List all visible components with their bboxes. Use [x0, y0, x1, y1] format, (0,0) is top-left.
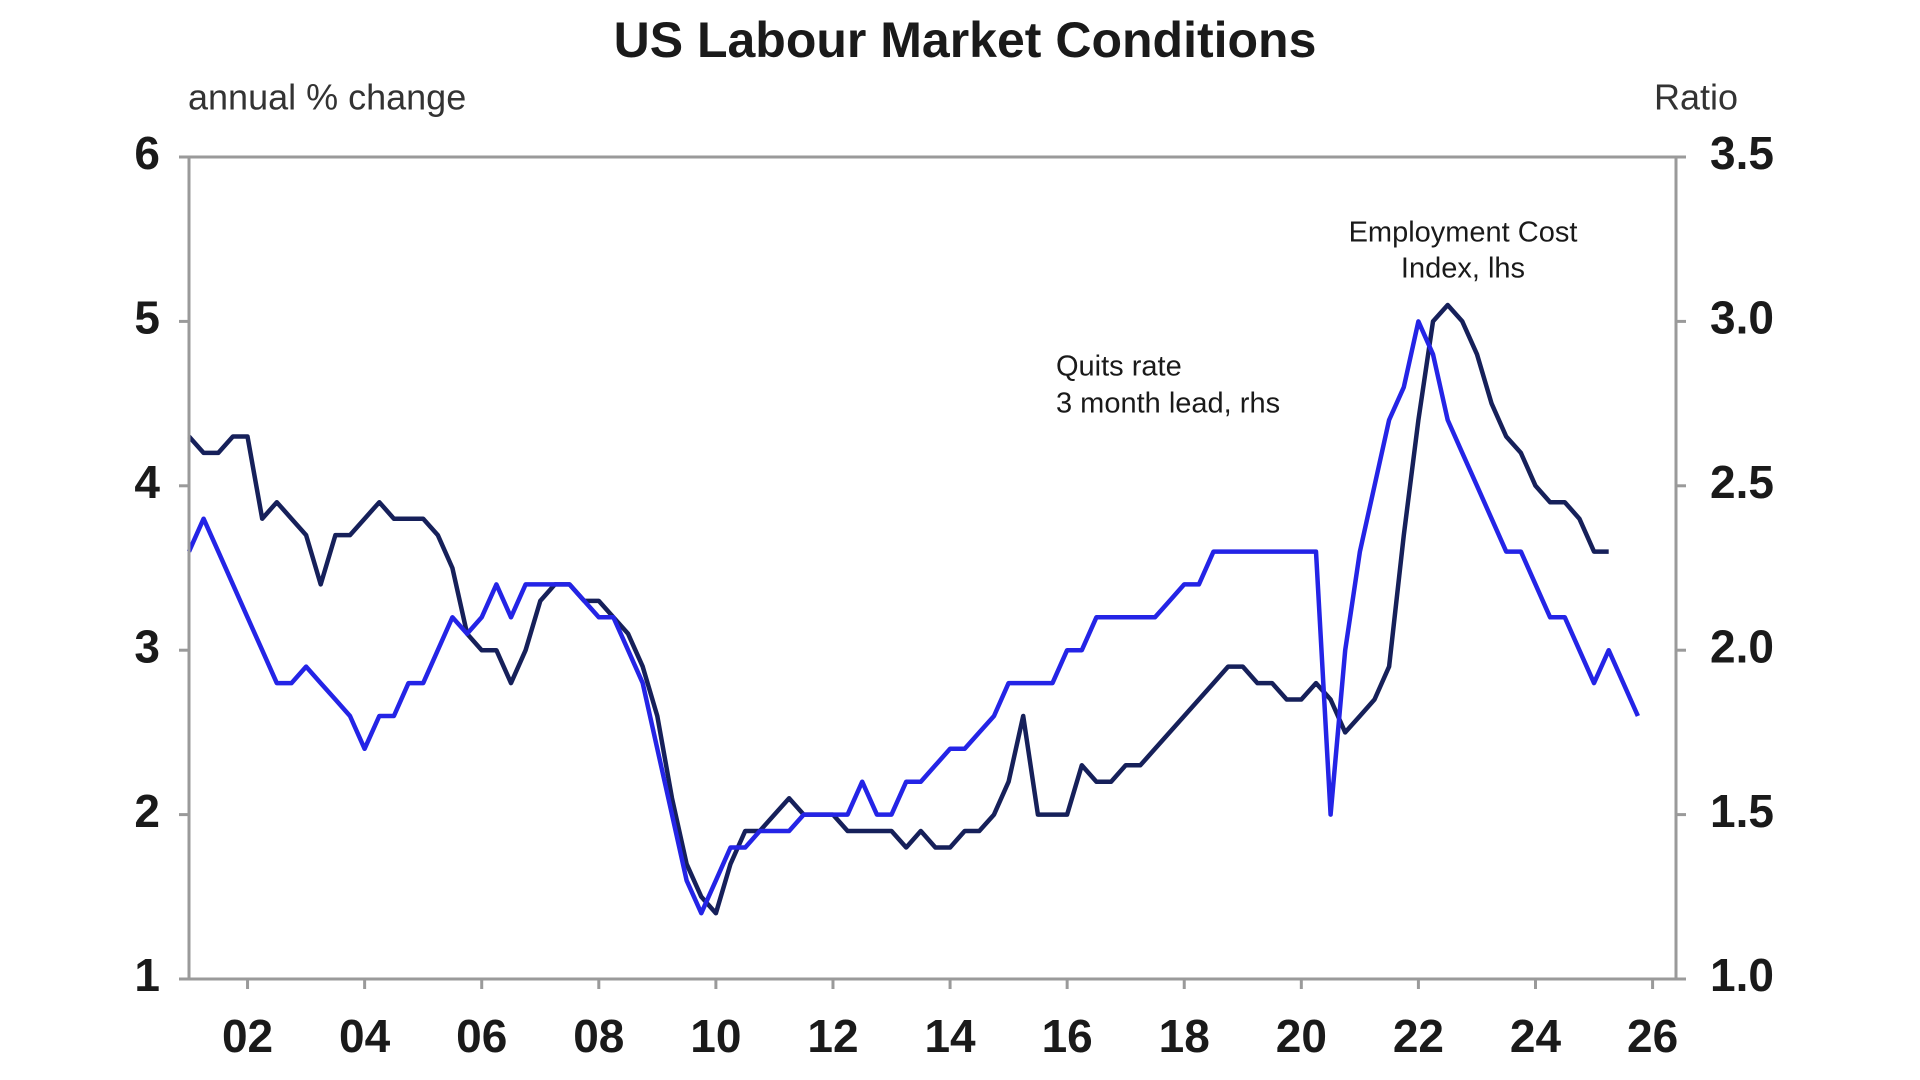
annotation: 3 month lead, rhs: [1056, 388, 1280, 420]
x-tick-label: 02: [222, 1010, 273, 1062]
y2-tick-label: 3.5: [1710, 127, 1774, 179]
y-tick-label: 4: [134, 456, 160, 508]
annotation: Index, lhs: [1401, 253, 1525, 285]
y-tick-label: 6: [134, 127, 160, 179]
y-axis-label: annual % change: [188, 77, 466, 118]
series-line: [186, 319, 1640, 916]
chart-title: US Labour Market Conditions: [614, 12, 1317, 68]
y2-tick-label: 2.5: [1710, 456, 1774, 508]
y-tick-label: 1: [134, 949, 160, 1001]
y-tick-label: 5: [134, 292, 160, 344]
x-tick-label: 16: [1042, 1010, 1093, 1062]
x-tick-label: 18: [1159, 1010, 1210, 1062]
y2-tick-label: 1.0: [1710, 949, 1774, 1001]
y2-tick-label: 1.5: [1710, 785, 1774, 837]
x-tick-label: 04: [339, 1010, 391, 1062]
annotation: Quits rate: [1056, 351, 1182, 383]
series-line: [187, 302, 1609, 916]
x-tick-label: 26: [1627, 1010, 1678, 1062]
x-tick-label: 24: [1510, 1010, 1562, 1062]
y2-tick-label: 2.0: [1710, 620, 1774, 672]
x-tick-label: 22: [1393, 1010, 1444, 1062]
plot-area: [186, 302, 1640, 916]
x-tick-label: 10: [690, 1010, 741, 1062]
x-tick-label: 20: [1276, 1010, 1327, 1062]
y-tick-label: 3: [134, 620, 160, 672]
y2-tick-label: 3.0: [1710, 292, 1774, 344]
x-tick-label: 08: [573, 1010, 624, 1062]
y-tick-label: 2: [134, 785, 160, 837]
x-tick-label: 14: [924, 1010, 976, 1062]
x-tick-label: 12: [807, 1010, 858, 1062]
annotation: Employment Cost: [1349, 217, 1578, 249]
x-tick-label: 06: [456, 1010, 507, 1062]
y2-axis-label: Ratio: [1654, 77, 1738, 118]
